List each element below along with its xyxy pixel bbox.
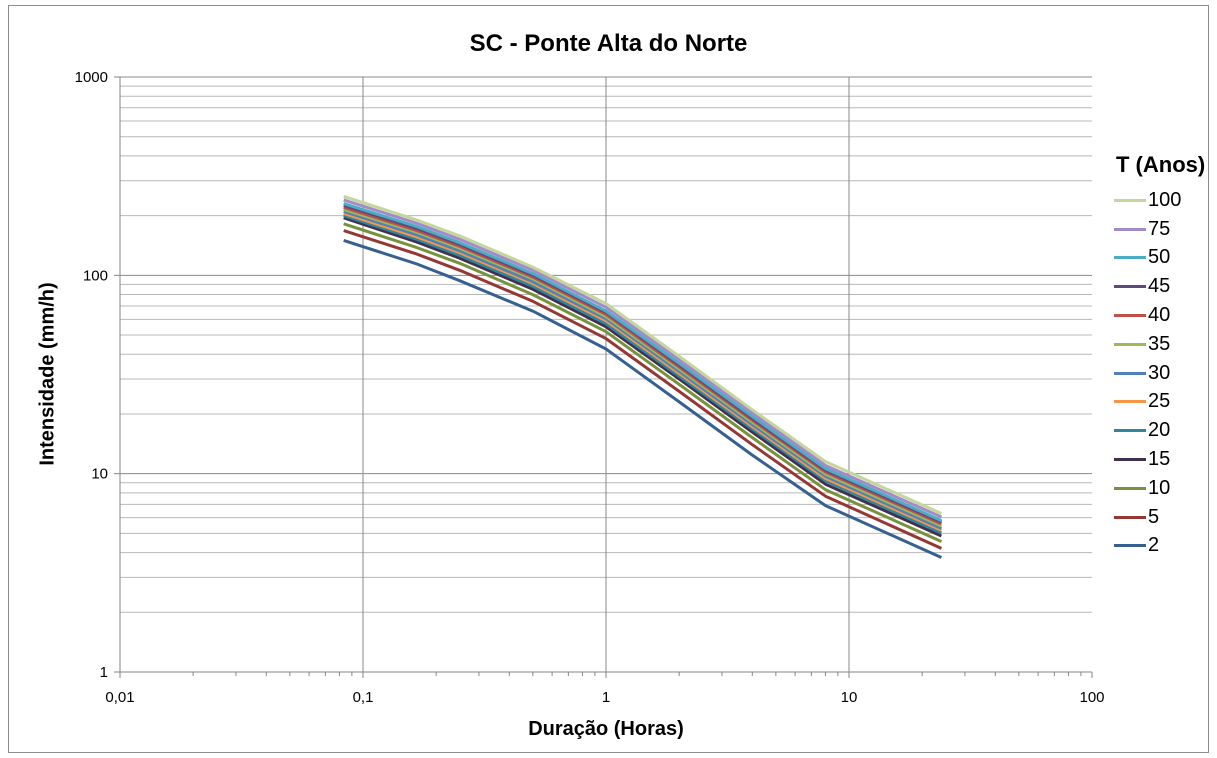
legend-item-2: 2 [1114, 532, 1205, 561]
legend-swatch [1114, 256, 1146, 260]
series-line-75 [343, 198, 943, 519]
legend-item-40: 40 [1114, 301, 1205, 330]
legend-item-30: 30 [1114, 359, 1205, 388]
legend-items: 100 75 50 45 40 35 30 25 20 15 10 5 2 [1114, 186, 1205, 560]
legend-label: 75 [1148, 217, 1171, 240]
legend-item-15: 15 [1114, 445, 1205, 474]
y-tick-label: 1000 [75, 69, 108, 86]
legend-label: 100 [1148, 188, 1182, 211]
legend-label: 2 [1148, 534, 1160, 557]
y-tick-label: 10 [91, 466, 108, 483]
legend-item-75: 75 [1114, 215, 1205, 244]
series-line-100 [343, 194, 943, 515]
legend-item-10: 10 [1114, 474, 1205, 503]
legend-label: 40 [1148, 304, 1171, 327]
legend-swatch [1114, 458, 1146, 462]
legend-item-20: 20 [1114, 416, 1205, 445]
series-line-2 [343, 238, 943, 559]
legend-label: 50 [1148, 246, 1171, 269]
legend-swatch [1114, 544, 1146, 548]
legend-label: 25 [1148, 390, 1171, 413]
legend-item-50: 50 [1114, 244, 1205, 273]
legend-label: 35 [1148, 332, 1171, 355]
legend-swatch [1114, 227, 1146, 231]
series-line-50 [343, 202, 943, 522]
x-axis-title: Duração (Horas) [528, 718, 684, 740]
x-tick-label: 0,01 [105, 689, 134, 706]
legend-label: 5 [1148, 505, 1160, 528]
legend: T (Anos) 100 75 50 45 40 35 30 25 20 15 10 5 2 [1114, 152, 1205, 560]
legend-item-25: 25 [1114, 388, 1205, 417]
series-line-30 [343, 209, 943, 530]
legend-label: 45 [1148, 275, 1171, 298]
y-axis-title: Intensidade (mm/h) [36, 282, 59, 466]
x-tick-label: 100 [1079, 689, 1104, 706]
series-line-35 [343, 207, 943, 528]
y-tick-label: 1 [100, 664, 108, 681]
legend-item-100: 100 [1114, 186, 1205, 215]
legend-swatch [1114, 342, 1146, 346]
series-line-5 [343, 229, 943, 550]
chart-title: SC - Ponte Alta do Norte [469, 30, 748, 57]
legend-swatch [1114, 429, 1146, 433]
series-line-20 [343, 214, 943, 535]
legend-item-5: 5 [1114, 503, 1205, 532]
legend-swatch [1114, 400, 1146, 404]
x-tick-label: 1 [602, 689, 610, 706]
legend-label: 30 [1148, 361, 1171, 384]
legend-swatch [1114, 486, 1146, 490]
legend-item-45: 45 [1114, 272, 1205, 301]
series-line-15 [343, 216, 943, 538]
legend-item-35: 35 [1114, 330, 1205, 359]
legend-label: 15 [1148, 448, 1171, 471]
legend-title: T (Anos) [1116, 152, 1206, 177]
legend-swatch [1114, 515, 1146, 519]
legend-swatch [1114, 285, 1146, 289]
x-tick-label: 0,1 [353, 689, 374, 706]
series-line-10 [343, 222, 943, 543]
legend-swatch [1114, 198, 1146, 202]
legend-label: 10 [1148, 476, 1171, 499]
legend-swatch [1114, 314, 1146, 318]
legend-swatch [1114, 371, 1146, 375]
legend-label: 20 [1148, 419, 1171, 442]
y-tick-label: 100 [83, 267, 108, 284]
series-line-25 [343, 212, 943, 532]
x-tick-label: 10 [841, 689, 858, 706]
